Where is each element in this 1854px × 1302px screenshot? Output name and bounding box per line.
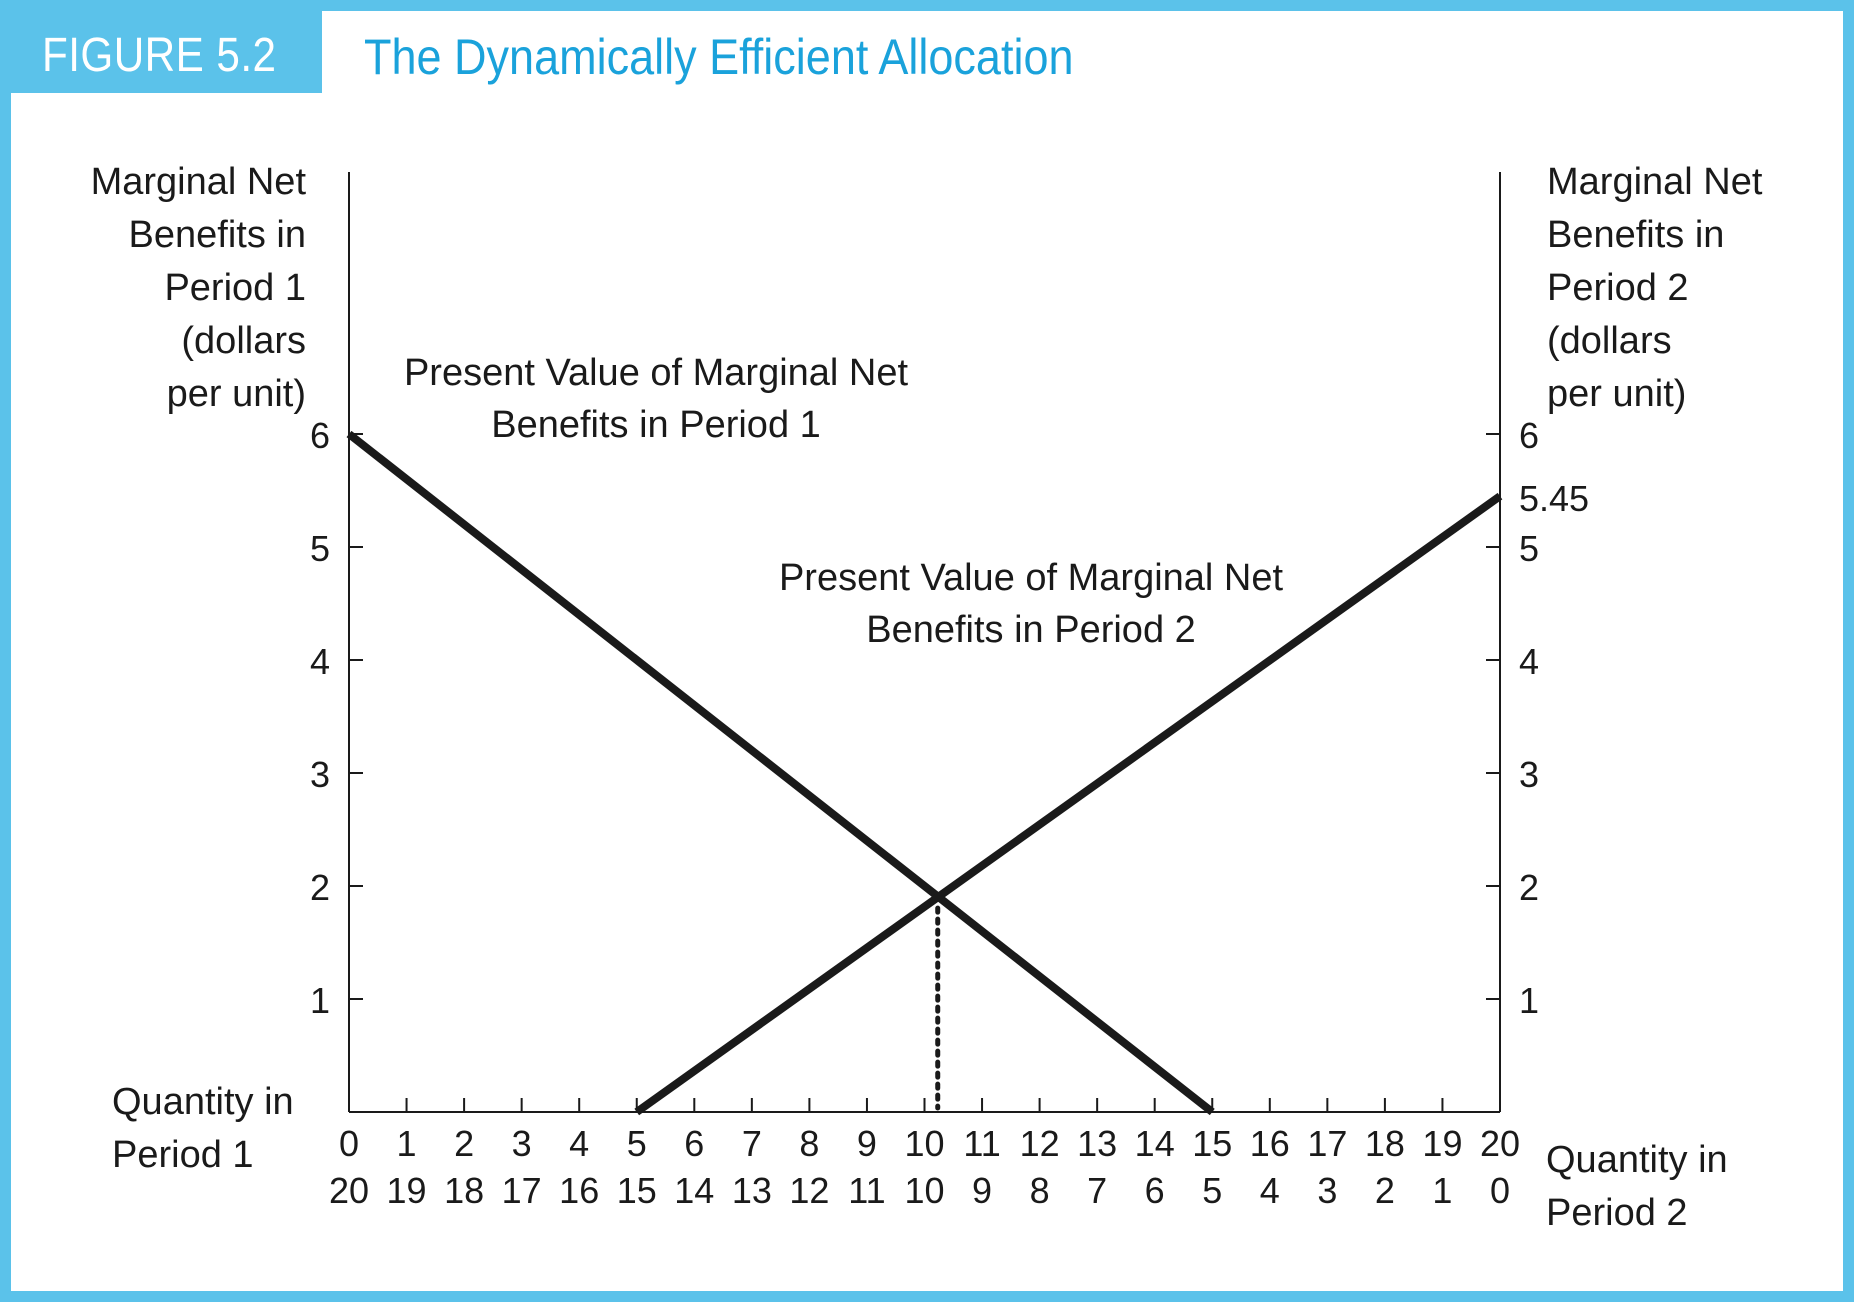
x-tick-label-period2: 2 [1375, 1170, 1395, 1211]
x-tick-label-period2: 12 [789, 1170, 829, 1211]
x-tick-label-period2: 15 [617, 1170, 657, 1211]
right-y-tick-label: 4 [1519, 641, 1539, 682]
left-y-tick-label: 4 [310, 641, 330, 682]
right-y-tick-label: 2 [1519, 867, 1539, 908]
x-tick-label-period1: 2 [454, 1123, 474, 1164]
left-axis-label: Period 1 [164, 267, 306, 309]
x-tick-label-period2: 17 [502, 1170, 542, 1211]
x-tick-label-period1: 12 [1020, 1123, 1060, 1164]
x-tick-label-period1: 10 [904, 1123, 944, 1164]
left-y-tick-label: 2 [310, 867, 330, 908]
x-tick-label-period1: 7 [742, 1123, 762, 1164]
x-tick-label-period2: 13 [732, 1170, 772, 1211]
series-line-period2 [634, 492, 1503, 1116]
right-axis-label: Benefits in [1547, 214, 1724, 256]
figure-label-box [11, 0, 322, 93]
x-tick-label-period1: 20 [1480, 1123, 1520, 1164]
x-tick-label-period1: 4 [569, 1123, 589, 1164]
x-tick-label-period2: 3 [1317, 1170, 1337, 1211]
x-tick-label-period2: 20 [329, 1170, 369, 1211]
x-tick-label-period1: 16 [1250, 1123, 1290, 1164]
series-label-period2: Benefits in Period 2 [866, 609, 1196, 651]
left-axis-label: Benefits in [129, 214, 306, 256]
x-tick-label-period2: 10 [904, 1170, 944, 1211]
x-tick-label-period1: 19 [1422, 1123, 1462, 1164]
x-tick-label-period1: 15 [1192, 1123, 1232, 1164]
x-tick-label-period1: 11 [963, 1123, 1000, 1164]
x-tick-label-period2: 0 [1490, 1170, 1510, 1211]
right-y-tick-label: 5 [1519, 528, 1539, 569]
x-tick-label-period2: 9 [972, 1170, 992, 1211]
x-tick-label-period1: 18 [1365, 1123, 1405, 1164]
x-axis-label-period1: Period 1 [112, 1134, 254, 1176]
x-tick-label-period2: 11 [848, 1170, 885, 1211]
x-tick-label-period2: 1 [1432, 1170, 1452, 1211]
x-tick-label-period1: 1 [397, 1123, 417, 1164]
x-tick-label-period2: 8 [1030, 1170, 1050, 1211]
x-axis-label-period2: Period 2 [1546, 1192, 1688, 1234]
x-tick-label-period2: 19 [387, 1170, 427, 1211]
x-tick-label-period2: 4 [1260, 1170, 1280, 1211]
series-label-period1: Benefits in Period 1 [491, 404, 821, 446]
left-y-tick-label: 1 [310, 980, 330, 1021]
right-axis-label: Period 2 [1547, 267, 1689, 309]
figure-label: FIGURE 5.2 [42, 29, 277, 82]
right-y-tick-label: 1 [1519, 980, 1539, 1021]
right-axis-label: per unit) [1547, 373, 1686, 415]
series-line-period1 [346, 430, 1215, 1116]
x-tick-label-period1: 17 [1307, 1123, 1347, 1164]
x-tick-label-period1: 6 [684, 1123, 704, 1164]
x-tick-label-period2: 18 [444, 1170, 484, 1211]
x-axis-label-period2: Quantity in [1546, 1139, 1728, 1181]
left-axis-label: Marginal Net [91, 161, 307, 203]
x-tick-label-period1: 8 [799, 1123, 819, 1164]
left-y-tick-label: 3 [310, 754, 330, 795]
left-axis-label: (dollars [181, 320, 306, 362]
right-y-extra-tick-label: 5.45 [1519, 478, 1589, 519]
figure-title: The Dynamically Efficient Allocation [364, 29, 1074, 85]
x-tick-label-period1: 0 [339, 1123, 359, 1164]
x-tick-label-period2: 6 [1145, 1170, 1165, 1211]
header-band [0, 0, 1854, 11]
series-label-period1: Present Value of Marginal Net [404, 352, 909, 394]
x-tick-label-period2: 16 [559, 1170, 599, 1211]
x-tick-label-period2: 7 [1087, 1170, 1107, 1211]
left-axis-label: per unit) [167, 373, 306, 415]
x-tick-label-period2: 14 [674, 1170, 714, 1211]
x-tick-label-period1: 3 [512, 1123, 532, 1164]
right-y-tick-label: 3 [1519, 754, 1539, 795]
right-axis-label: Marginal Net [1547, 161, 1763, 203]
x-tick-label-period1: 9 [857, 1123, 877, 1164]
series-label-period2: Present Value of Marginal Net [779, 557, 1284, 599]
x-tick-label-period1: 14 [1135, 1123, 1175, 1164]
x-tick-label-period1: 5 [627, 1123, 647, 1164]
right-y-tick-label: 6 [1519, 415, 1539, 456]
x-tick-label-period2: 5 [1202, 1170, 1222, 1211]
left-y-tick-label: 5 [310, 528, 330, 569]
x-axis-label-period1: Quantity in [112, 1081, 294, 1123]
right-axis-label: (dollars [1547, 320, 1672, 362]
left-y-tick-label: 6 [310, 415, 330, 456]
x-tick-label-period1: 13 [1077, 1123, 1117, 1164]
